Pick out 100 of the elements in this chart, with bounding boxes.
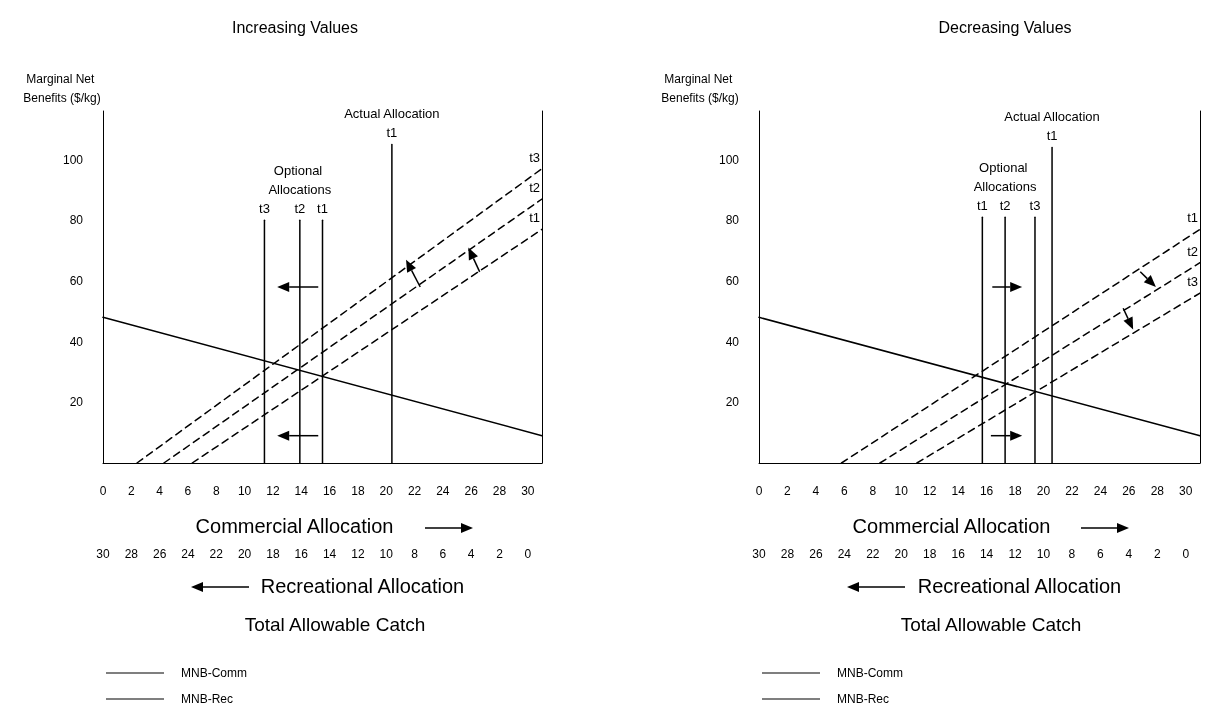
legend-label: MNB-Rec (181, 692, 234, 706)
y-tick-label: 100 (62, 152, 84, 167)
x2-tick-label: 0 (524, 547, 532, 561)
x2-tick-label: 6 (1097, 547, 1105, 561)
x-tick-label: 6 (184, 484, 192, 498)
annotation: t3 (529, 149, 540, 165)
y-tick-label: 100 (718, 152, 740, 167)
x2-tick-label: 18 (923, 547, 937, 561)
x-tick-label: 22 (407, 484, 422, 498)
x2-tick-label: 26 (809, 547, 823, 561)
annotation: t1 (976, 198, 988, 214)
x-tick-label: 8 (869, 484, 877, 498)
x-tick-label: 28 (492, 484, 507, 498)
x-tick-label: 14 (951, 484, 966, 498)
x2-tick-label: 0 (1182, 547, 1190, 561)
x2-tick-label: 26 (152, 547, 167, 561)
y-tick-label: 40 (725, 334, 740, 349)
x-tick-label: 26 (464, 484, 479, 498)
x-tick-label: 2 (127, 484, 135, 498)
y-axis-title: Marginal Net Benefits ($/kg) (23, 71, 101, 105)
x2-tick-label: 2 (1153, 547, 1161, 561)
x-tick-label: 22 (1065, 484, 1079, 498)
x-tick-label: 16 (322, 484, 337, 498)
annotation: t3 (1029, 198, 1041, 214)
chart-title: Increasing Values (232, 18, 358, 36)
x2-tick-label: 6 (439, 547, 447, 561)
x-tick-label: 30 (1179, 484, 1193, 498)
x2-tick-label: 10 (379, 547, 394, 561)
x2-tick-label: 24 (837, 547, 852, 561)
x2-tick-label: 14 (322, 547, 337, 561)
x-tick-label: 12 (923, 484, 937, 498)
x2-tick-label: 4 (467, 547, 475, 561)
x-tick-label: 6 (841, 484, 849, 498)
x-tick-label: 4 (812, 484, 820, 498)
x2-tick-label: 22 (209, 547, 224, 561)
x-tick-label: 0 (99, 484, 107, 498)
x-tick-label: 24 (1093, 484, 1108, 498)
x2-axis-title: Recreational Allocation (917, 575, 1122, 597)
y-axis-title: Marginal Net Benefits ($/kg) (661, 71, 739, 105)
y-tick-label: 40 (69, 334, 84, 349)
x-tick-label: 18 (1008, 484, 1023, 498)
x-tick-label: 8 (212, 484, 220, 498)
x-tick-label: 2 (784, 484, 792, 498)
x-tick-label: 10 (894, 484, 909, 498)
annotation: t1 (1046, 128, 1058, 144)
legend-label: MNB-Comm (837, 666, 903, 680)
y-tick-label: 60 (725, 273, 740, 288)
annotation: t3 (1187, 274, 1198, 290)
x2-axis-title: Recreational Allocation (260, 575, 465, 597)
x2-tick-label: 2 (496, 547, 504, 561)
x2-tick-label: 14 (979, 547, 994, 561)
annotation: Actual Allocation (344, 106, 440, 122)
x-tick-label: 16 (979, 484, 994, 498)
x2-tick-label: 24 (181, 547, 195, 561)
annotation: t2 (294, 201, 306, 217)
x-tick-label: 28 (1150, 484, 1165, 498)
x2-tick-label: 12 (1008, 547, 1023, 561)
x-tick-label: 10 (237, 484, 252, 498)
legend-label: MNB-Comm (181, 666, 247, 680)
annotation: t2 (999, 198, 1011, 214)
x2-tick-label: 16 (294, 547, 309, 561)
y-tick-label: 80 (69, 213, 84, 228)
chart-title: Decreasing Values (938, 18, 1072, 36)
x-axis-title: Commercial Allocation (195, 515, 394, 537)
annotation: t2 (1187, 243, 1198, 259)
x-axis-title: Commercial Allocation (852, 515, 1051, 537)
x2-tick-label: 8 (411, 547, 419, 561)
x2-tick-label: 28 (124, 547, 139, 561)
x2-tick-label: 10 (1036, 547, 1051, 561)
x-tick-label: 30 (521, 484, 535, 498)
y-tick-label: 80 (725, 213, 740, 228)
text: Total Allowable Catch (244, 613, 426, 635)
annotation: t3 (259, 201, 270, 217)
x2-tick-label: 28 (780, 547, 795, 561)
x2-tick-label: 30 (96, 547, 110, 561)
x-tick-label: 24 (436, 484, 450, 498)
x2-tick-label: 22 (866, 547, 880, 561)
x-tick-label: 20 (379, 484, 394, 498)
y-tick-label: 20 (69, 395, 84, 410)
annotation: t1 (386, 125, 398, 141)
x2-tick-label: 20 (894, 547, 909, 561)
x-tick-label: 20 (1036, 484, 1051, 498)
x-tick-label: 12 (266, 484, 280, 498)
x2-tick-label: 18 (266, 547, 280, 561)
x2-tick-label: 30 (752, 547, 766, 561)
y-tick-label: 60 (69, 273, 84, 288)
x2-tick-label: 16 (951, 547, 966, 561)
annotation: t1 (317, 201, 328, 217)
x-tick-label: 26 (1122, 484, 1136, 498)
x2-tick-label: 4 (1125, 547, 1133, 561)
annotation: t1 (1187, 210, 1198, 226)
x-tick-label: 4 (156, 484, 164, 498)
annotation: t2 (529, 180, 540, 195)
annotation: t1 (529, 210, 540, 226)
x-tick-label: 0 (755, 484, 763, 498)
x-tick-label: 14 (294, 484, 309, 498)
annotation: Actual Allocation (1004, 109, 1100, 125)
legend-label: MNB-Rec (837, 692, 890, 706)
x2-tick-label: 20 (237, 547, 252, 561)
y-tick-label: 20 (725, 395, 740, 410)
